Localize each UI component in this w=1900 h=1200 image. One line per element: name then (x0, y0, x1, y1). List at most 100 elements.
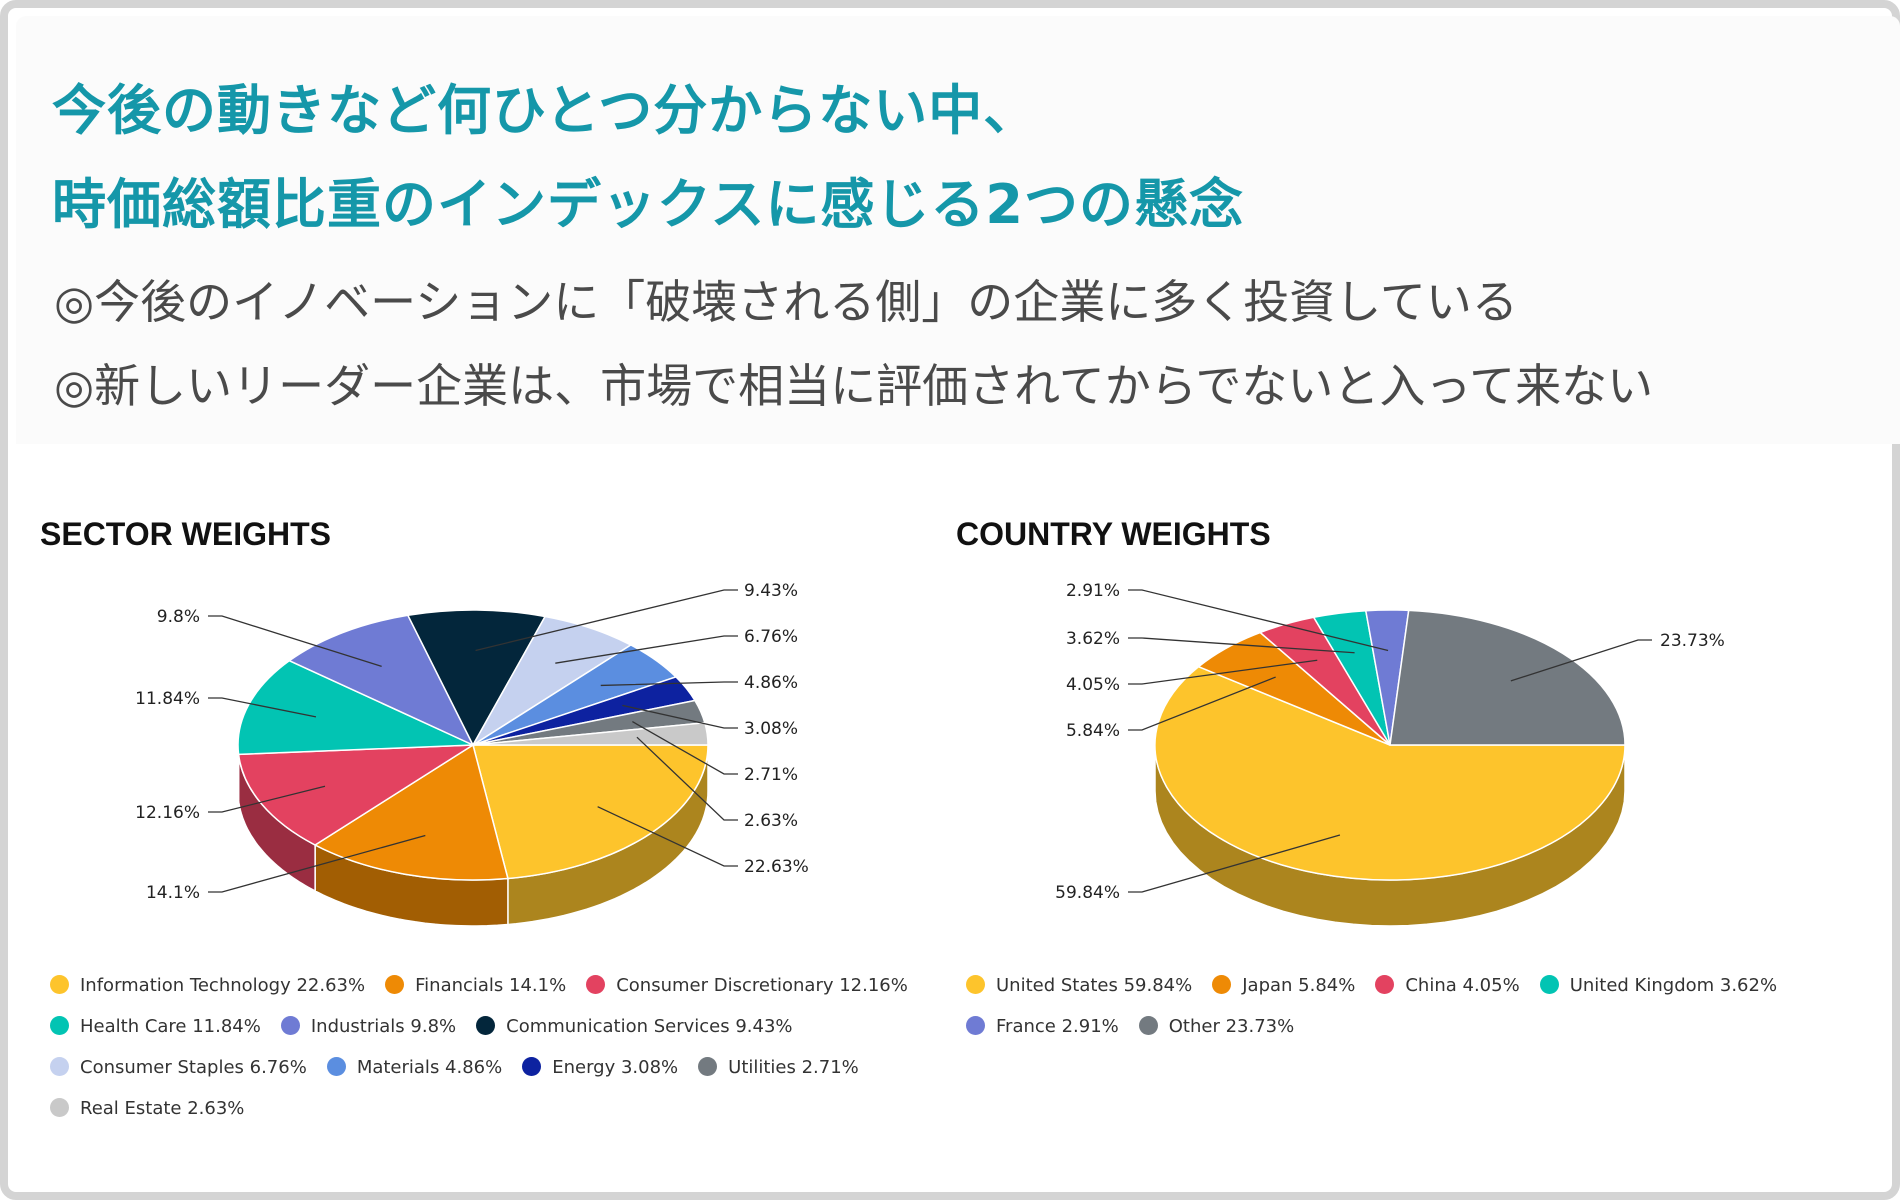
data-label-information-technology: 22.63% (744, 857, 809, 877)
legend-label: Information Technology 22.63% (80, 975, 366, 996)
leader-line-consumer-discretionary (208, 785, 326, 813)
pie-slice-consumer-discretionary (237, 744, 476, 846)
legend-swatch (1375, 975, 1395, 994)
legend-swatch (586, 975, 606, 994)
legend-label: Consumer Staples 6.76% (80, 1057, 307, 1078)
legend-swatch (698, 1057, 718, 1076)
legend-row: France 2.91% Other 23.73% (966, 1016, 1314, 1037)
legend-swatch (522, 1057, 542, 1076)
data-label-communication-services: 9.43% (744, 581, 798, 601)
title-line-1: 今後の動きなど何ひとつ分からない中、 (52, 79, 1039, 142)
legend-label: Other 23.73% (1168, 1016, 1295, 1037)
pie-slice-financials (313, 743, 509, 881)
leader-line-health-care (208, 697, 317, 718)
legend-swatch (326, 1057, 346, 1076)
pie-1: 59.84% 5.84% 4.05% 3.62% 2.91% 23.73% (1055, 581, 1725, 927)
legend-item-utilities[interactable]: Utilities 2.71% (698, 1057, 859, 1078)
legend-item-other[interactable]: Other 23.73% (1138, 1016, 1295, 1037)
data-label-real-estate: 2.63% (744, 811, 798, 831)
sector-chart-title: SECTOR WEIGHTS (40, 516, 331, 552)
legend-swatch (280, 1016, 300, 1035)
data-label-industrials: 9.8% (157, 607, 200, 627)
legend-swatch (50, 1057, 69, 1076)
data-label-financials: 14.1% (146, 883, 200, 903)
data-label-consumer-staples: 6.76% (744, 627, 798, 647)
legend-row: Real Estate 2.63% (50, 1098, 264, 1119)
legend-label: China 4.05% (1405, 975, 1520, 996)
legend-label: Real Estate 2.63% (80, 1098, 245, 1119)
legend-swatch (966, 975, 985, 994)
data-label-japan: 5.84% (1066, 721, 1120, 741)
data-label-consumer-discretionary: 12.16% (135, 803, 200, 823)
legend-swatch (1212, 975, 1232, 994)
legend-label: Health Care 11.84% (80, 1016, 261, 1037)
legend-item-financials[interactable]: Financials 14.1% (385, 975, 566, 996)
legend-item-japan[interactable]: Japan 5.84% (1212, 975, 1355, 996)
legend-label: Consumer Discretionary 12.16% (616, 975, 908, 996)
legend-item-real-estate[interactable]: Real Estate 2.63% (50, 1098, 244, 1119)
legend-row: United States 59.84% Japan 5.84% China 4.0… (966, 975, 1797, 996)
legend-label: France 2.91% (996, 1016, 1119, 1037)
legend-item-china[interactable]: China 4.05% (1375, 975, 1520, 996)
leader-line-financials (208, 834, 426, 893)
pie-slice-information-technology (472, 744, 709, 880)
leader-line-united-kingdom (1128, 637, 1355, 654)
legend-item-france[interactable]: France 2.91% (966, 1016, 1119, 1037)
legend-swatch (50, 975, 69, 994)
legend-label: Energy 3.08% (552, 1057, 679, 1078)
bullet-1: ◎今後のイノベーションに「破壊される側」の企業に多く投資している (54, 275, 1518, 329)
data-label-china: 4.05% (1066, 675, 1120, 695)
bullet-2: ◎新しいリーダー企業は、市場で相当に評価されてからでないと入って来ない (54, 359, 1654, 413)
legend-swatch (1138, 1016, 1158, 1035)
legend-label: Materials 4.86% (356, 1057, 503, 1078)
leader-line-other (1510, 639, 1652, 682)
data-label-other: 23.73% (1660, 631, 1725, 651)
leader-line-energy (622, 704, 738, 729)
legend-swatch (385, 975, 405, 994)
legend-item-consumer-staples[interactable]: Consumer Staples 6.76% (50, 1057, 307, 1078)
legend-item-energy[interactable]: Energy 3.08% (522, 1057, 678, 1078)
legend-item-consumer-discretionary[interactable]: Consumer Discretionary 12.16% (586, 975, 908, 996)
legend-item-communication-services[interactable]: Communication Services 9.43% (476, 1016, 793, 1037)
legend-swatch (1539, 975, 1559, 994)
pie-slice-united-states (1154, 665, 1626, 881)
legend-item-united-kingdom[interactable]: United Kingdom 3.62% (1539, 975, 1778, 996)
pie-0: 22.63% 14.1% 12.16% 11.84% 9.8% 9.43% 6.76% 4.8… (135, 581, 809, 927)
legend-swatch (50, 1016, 69, 1035)
leader-line-japan (1128, 676, 1276, 731)
legend-label: Financials 14.1% (415, 975, 567, 996)
legend-item-united-states[interactable]: United States 59.84% (966, 975, 1192, 996)
header-band (16, 16, 1900, 444)
leader-line-real-estate (636, 736, 738, 821)
legend-label: Industrials 9.8% (310, 1016, 457, 1037)
legend-item-health-care[interactable]: Health Care 11.84% (50, 1016, 261, 1037)
legend-item-materials[interactable]: Materials 4.86% (326, 1057, 503, 1078)
legend-swatch (966, 1016, 985, 1035)
legend-row: Health Care 11.84% Industrials 9.8% Commun… (50, 1016, 813, 1037)
legend-label: United Kingdom 3.62% (1569, 975, 1778, 996)
data-label-united-kingdom: 3.62% (1066, 629, 1120, 649)
leader-line-china (1128, 659, 1318, 685)
leader-line-united-states (1128, 834, 1341, 893)
data-label-utilities: 2.71% (744, 765, 798, 785)
leader-line-consumer-staples (555, 635, 738, 664)
data-label-france: 2.91% (1066, 581, 1120, 601)
data-label-health-care: 11.84% (135, 689, 200, 709)
legend-label: Utilities 2.71% (728, 1057, 859, 1078)
legend-row: Information Technology 22.63% Financials … (50, 975, 928, 996)
pie-slice-other (1389, 609, 1626, 746)
leader-line-communication-services (475, 589, 738, 652)
pie-slice-health-care (237, 659, 474, 756)
leader-line-materials (600, 681, 738, 687)
legend-item-information-technology[interactable]: Information Technology 22.63% (50, 975, 365, 996)
legend-label: Communication Services 9.43% (506, 1016, 793, 1037)
leader-line-information-technology (597, 806, 738, 867)
legend-item-industrials[interactable]: Industrials 9.8% (280, 1016, 457, 1037)
leader-line-industrials (208, 615, 382, 668)
legend-label: United States 59.84% (996, 975, 1193, 996)
country-chart-title: COUNTRY WEIGHTS (956, 516, 1271, 552)
legend-swatch (50, 1098, 69, 1117)
legend-swatch (476, 1016, 496, 1035)
